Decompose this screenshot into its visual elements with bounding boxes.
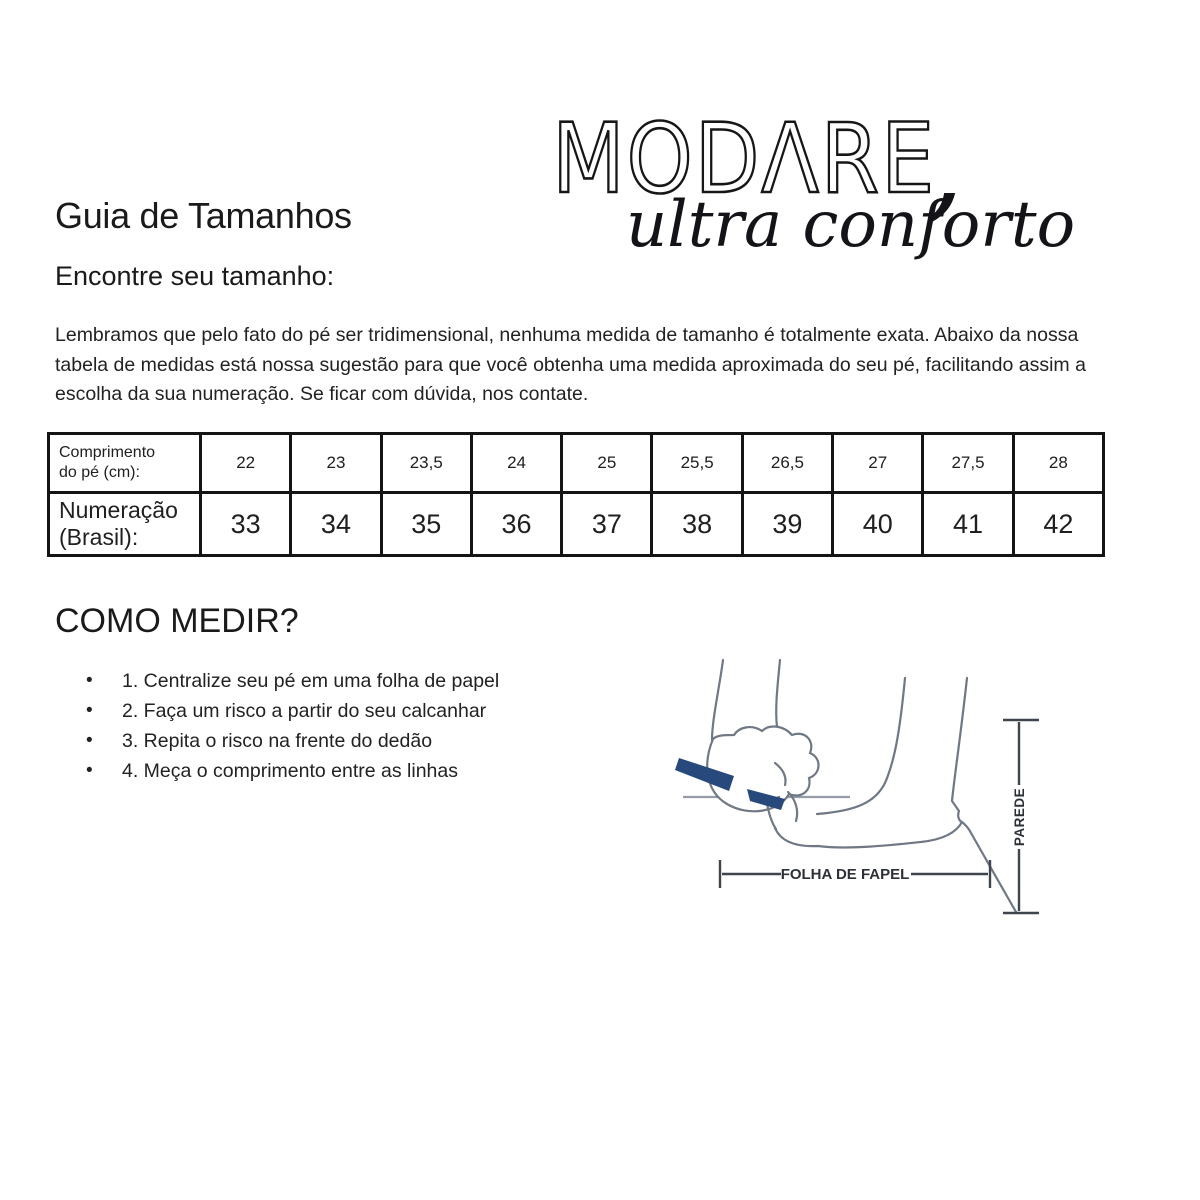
wall-label-backing: [1009, 785, 1030, 849]
foot-length-cell: 23,5: [379, 432, 473, 494]
brazil-size-cell: 40: [831, 491, 925, 557]
calf-outline-path: [950, 676, 969, 824]
hand-outline-path: [706, 725, 820, 813]
brazil-size-cell: 41: [921, 491, 1015, 557]
paper-label: FOLHA DE FAPEL: [781, 866, 910, 883]
foot-length-cell: 22: [198, 432, 293, 494]
brazil-size-cell: 34: [289, 491, 383, 557]
brazil-size-cell: 37: [560, 491, 654, 557]
toe-outline-path: [786, 790, 799, 823]
pen-barrel-shape: [675, 758, 734, 791]
measure-steps-list: 1. Centralize seu pé em uma folha de pap…: [86, 666, 499, 786]
measure-step: 4. Meça o comprimento entre as linhas: [86, 756, 499, 786]
brand-flourish: ,: [927, 100, 964, 234]
section-subtitle: Encontre seu tamanho:: [55, 261, 335, 291]
foot-length-cell: 26,5: [740, 432, 835, 494]
foot-length-label: Comprimento do pé (cm):: [47, 432, 202, 494]
foot-measuring-diagram: FOLHA DE FAPEL PAREDE: [675, 658, 1039, 915]
measure-step: 3. Repita o risco na frente do dedão: [86, 726, 499, 756]
brazil-size-cell: 33: [198, 491, 293, 557]
brazil-size-row: Numeração (Brasil): 33 34 35 36 37 38 39…: [47, 491, 1106, 557]
brazil-size-cell: 35: [379, 491, 473, 557]
brazil-size-label-line1: Numeração: [59, 497, 178, 523]
brazil-size-cell: 36: [469, 491, 564, 557]
foot-length-label-line1: Comprimento: [59, 444, 156, 461]
measure-step: 1. Centralize seu pé em uma folha de pap…: [86, 666, 499, 696]
how-to-measure-heading: COMO MEDIR?: [55, 602, 299, 640]
foot-length-cell: 28: [1011, 432, 1106, 494]
foot-outline-group: [706, 658, 1018, 914]
brazil-size-cell: 42: [1011, 491, 1106, 557]
brand-tagline: ultra conforto: [626, 188, 1076, 262]
foot-length-cell: 24: [469, 432, 564, 494]
wall-label: PAREDE: [1012, 788, 1027, 846]
foot-length-cell: 27,5: [921, 432, 1015, 494]
foot-length-label-line2: do pé (cm):: [59, 464, 140, 481]
brand-wordmark: MODΛRE: [552, 108, 936, 203]
brazil-size-cell: 38: [650, 491, 744, 557]
size-table: Comprimento do pé (cm): 22 23 23,5 24 25…: [47, 432, 1106, 557]
brand-logo: MODΛRE: [551, 108, 936, 203]
paper-label-backing: [781, 861, 911, 887]
sole-outline-path: [773, 820, 964, 849]
shin-outline-path: [815, 676, 907, 816]
pen-tip-shape: [747, 789, 785, 810]
heel-wall-line: [960, 820, 1018, 914]
foot-length-cell: 25: [560, 432, 654, 494]
foot-length-cell: 27: [831, 432, 925, 494]
brazil-size-cell: 39: [740, 491, 835, 557]
intro-paragraph: Lembramos que pelo fato do pé ser tridim…: [55, 324, 1086, 405]
brazil-size-label-line2: (Brasil):: [59, 524, 139, 550]
foot-length-cell: 23: [289, 432, 383, 494]
page-title: Guia de Tamanhos: [55, 195, 352, 236]
arm-outline-path: [710, 658, 725, 742]
brazil-size-label: Numeração (Brasil):: [47, 491, 202, 557]
arm-outline-path: [775, 658, 782, 729]
finger-detail-path: [773, 761, 787, 787]
foot-length-cell: 25,5: [650, 432, 744, 494]
foot-length-row: Comprimento do pé (cm): 22 23 23,5 24 25…: [47, 432, 1106, 494]
measure-step: 2. Faça um risco a partir do seu calcanh…: [86, 696, 499, 726]
